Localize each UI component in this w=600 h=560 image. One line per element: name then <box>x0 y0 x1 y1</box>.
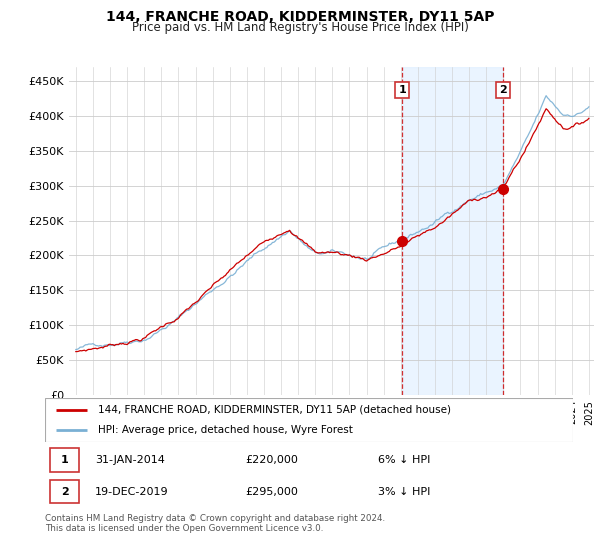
Text: 2: 2 <box>499 85 507 95</box>
Bar <box>50 449 79 472</box>
Text: 6% ↓ HPI: 6% ↓ HPI <box>377 455 430 465</box>
Text: 3% ↓ HPI: 3% ↓ HPI <box>377 487 430 497</box>
Text: HPI: Average price, detached house, Wyre Forest: HPI: Average price, detached house, Wyre… <box>98 425 353 435</box>
Text: Contains HM Land Registry data © Crown copyright and database right 2024.
This d: Contains HM Land Registry data © Crown c… <box>45 514 385 534</box>
Bar <box>402 67 503 395</box>
Text: 2: 2 <box>61 487 68 497</box>
Text: 31-JAN-2014: 31-JAN-2014 <box>95 455 165 465</box>
Text: Price paid vs. HM Land Registry's House Price Index (HPI): Price paid vs. HM Land Registry's House … <box>131 21 469 34</box>
Text: 1: 1 <box>398 85 406 95</box>
Text: 144, FRANCHE ROAD, KIDDERMINSTER, DY11 5AP: 144, FRANCHE ROAD, KIDDERMINSTER, DY11 5… <box>106 10 494 24</box>
Text: 19-DEC-2019: 19-DEC-2019 <box>95 487 169 497</box>
Text: 144, FRANCHE ROAD, KIDDERMINSTER, DY11 5AP (detached house): 144, FRANCHE ROAD, KIDDERMINSTER, DY11 5… <box>98 405 451 415</box>
Text: £220,000: £220,000 <box>245 455 299 465</box>
Text: 1: 1 <box>61 455 68 465</box>
Bar <box>50 480 79 503</box>
Text: £295,000: £295,000 <box>245 487 299 497</box>
